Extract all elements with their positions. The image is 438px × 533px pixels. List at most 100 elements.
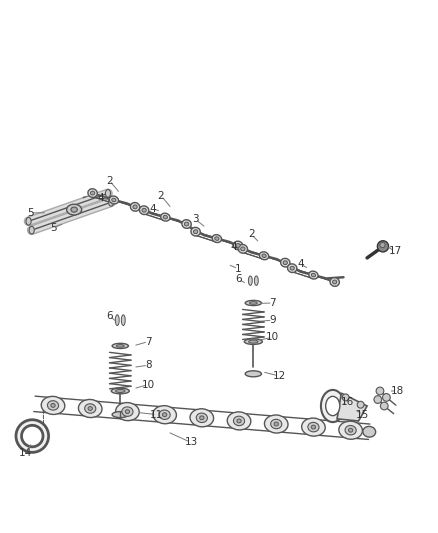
Text: 4: 4 xyxy=(98,193,104,203)
Ellipse shape xyxy=(159,410,170,419)
Text: 9: 9 xyxy=(269,315,276,325)
Ellipse shape xyxy=(196,413,208,423)
Text: 15: 15 xyxy=(356,409,369,419)
Ellipse shape xyxy=(109,198,114,206)
Ellipse shape xyxy=(321,390,345,422)
Ellipse shape xyxy=(153,406,177,424)
Ellipse shape xyxy=(311,273,315,277)
Text: 8: 8 xyxy=(145,360,152,370)
Text: 13: 13 xyxy=(184,438,198,448)
Circle shape xyxy=(380,243,385,248)
Circle shape xyxy=(21,425,43,447)
Circle shape xyxy=(378,241,389,252)
Ellipse shape xyxy=(121,315,125,326)
Ellipse shape xyxy=(215,237,219,240)
Ellipse shape xyxy=(249,340,258,343)
Ellipse shape xyxy=(290,266,294,270)
Ellipse shape xyxy=(71,207,78,212)
Ellipse shape xyxy=(88,407,92,410)
Ellipse shape xyxy=(91,191,95,195)
Ellipse shape xyxy=(142,208,146,212)
Ellipse shape xyxy=(309,271,318,279)
Text: 6: 6 xyxy=(235,274,242,285)
Ellipse shape xyxy=(133,205,137,209)
Text: 4: 4 xyxy=(297,260,304,269)
Text: 11: 11 xyxy=(150,409,163,419)
Ellipse shape xyxy=(190,409,214,427)
Ellipse shape xyxy=(237,419,241,423)
Circle shape xyxy=(380,402,388,410)
Ellipse shape xyxy=(200,416,204,420)
Ellipse shape xyxy=(67,204,81,215)
Text: 7: 7 xyxy=(145,337,152,346)
Text: 5: 5 xyxy=(50,223,57,233)
Ellipse shape xyxy=(363,426,376,437)
Circle shape xyxy=(16,420,49,453)
Text: 18: 18 xyxy=(391,386,404,396)
Ellipse shape xyxy=(345,425,356,435)
Ellipse shape xyxy=(248,276,252,285)
Text: 12: 12 xyxy=(272,371,286,381)
Ellipse shape xyxy=(111,388,129,394)
Text: 16: 16 xyxy=(341,397,354,407)
Text: 14: 14 xyxy=(18,448,32,458)
Ellipse shape xyxy=(271,419,282,429)
Ellipse shape xyxy=(262,254,266,257)
Circle shape xyxy=(374,395,381,403)
Ellipse shape xyxy=(311,425,315,429)
Ellipse shape xyxy=(88,189,97,197)
Text: 5: 5 xyxy=(27,208,33,218)
Ellipse shape xyxy=(117,345,124,347)
Ellipse shape xyxy=(162,413,167,417)
Text: 17: 17 xyxy=(389,246,402,256)
Ellipse shape xyxy=(265,415,288,433)
Polygon shape xyxy=(337,393,367,421)
Ellipse shape xyxy=(191,228,200,236)
Ellipse shape xyxy=(281,259,290,267)
Ellipse shape xyxy=(29,227,34,234)
Ellipse shape xyxy=(125,410,130,414)
Ellipse shape xyxy=(163,215,167,219)
Text: 2: 2 xyxy=(106,176,113,185)
Ellipse shape xyxy=(212,235,222,243)
Ellipse shape xyxy=(308,422,319,432)
Ellipse shape xyxy=(302,418,325,436)
Ellipse shape xyxy=(330,278,339,286)
Ellipse shape xyxy=(122,407,133,416)
Text: 3: 3 xyxy=(192,214,199,224)
Text: 1: 1 xyxy=(235,264,242,273)
Text: 2: 2 xyxy=(248,229,254,239)
Ellipse shape xyxy=(274,422,279,426)
Ellipse shape xyxy=(115,315,119,326)
Ellipse shape xyxy=(184,222,189,226)
Circle shape xyxy=(376,387,384,395)
Ellipse shape xyxy=(241,247,245,251)
Text: 4: 4 xyxy=(231,242,237,252)
Ellipse shape xyxy=(139,206,149,215)
Circle shape xyxy=(357,401,364,408)
Text: 7: 7 xyxy=(269,298,276,308)
Ellipse shape xyxy=(349,429,353,432)
Ellipse shape xyxy=(339,421,362,439)
Ellipse shape xyxy=(326,397,340,416)
Ellipse shape xyxy=(245,371,261,377)
Ellipse shape xyxy=(236,244,240,247)
Ellipse shape xyxy=(109,196,119,204)
Ellipse shape xyxy=(41,397,65,415)
Ellipse shape xyxy=(233,241,243,250)
Ellipse shape xyxy=(287,264,297,272)
Ellipse shape xyxy=(26,217,31,225)
Circle shape xyxy=(382,393,390,401)
Ellipse shape xyxy=(259,252,269,260)
Ellipse shape xyxy=(112,198,116,201)
Ellipse shape xyxy=(194,230,198,233)
Text: 2: 2 xyxy=(158,191,164,201)
Ellipse shape xyxy=(78,399,102,417)
Text: 10: 10 xyxy=(141,379,155,390)
Circle shape xyxy=(342,394,349,401)
Ellipse shape xyxy=(106,190,110,197)
Ellipse shape xyxy=(161,213,170,221)
Ellipse shape xyxy=(85,404,96,413)
Ellipse shape xyxy=(250,302,257,304)
Ellipse shape xyxy=(131,203,140,211)
